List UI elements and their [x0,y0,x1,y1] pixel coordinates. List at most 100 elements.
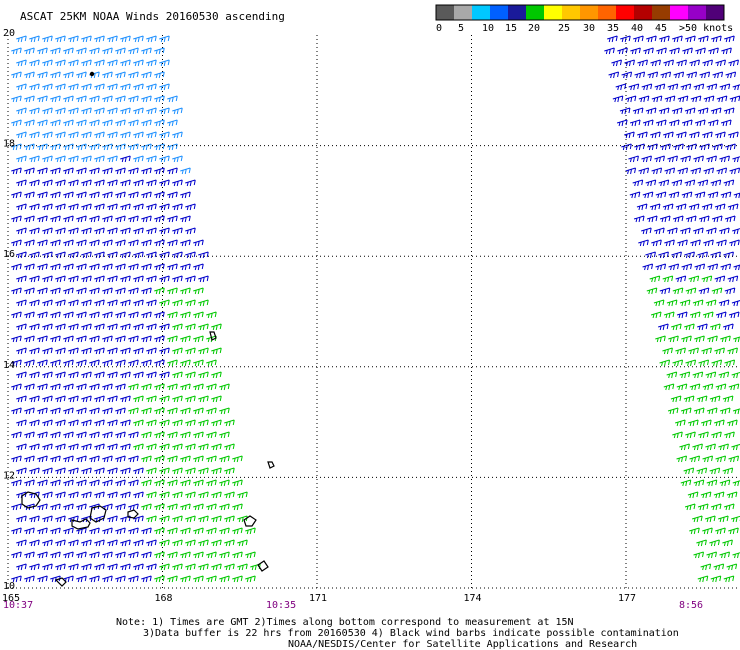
wind-barb [694,263,706,271]
wind-barb [11,167,22,175]
wind-barb [107,563,118,571]
wind-barb [211,323,222,331]
wind-barb [133,155,144,163]
wind-barb [133,251,144,259]
wind-barb [24,263,35,271]
wind-barb [172,371,183,379]
wind-barb [11,287,22,295]
wind-barb [172,107,183,115]
wind-barb [693,551,705,559]
wind-barb [211,371,222,379]
wind-barb [102,575,113,583]
wind-barb [732,84,740,91]
wind-barb [643,47,654,55]
longitude-labels: 165 168 171 174 177 [2,593,636,604]
wind-barb [16,131,27,139]
wind-barb [29,515,40,523]
wind-barb [690,167,702,175]
wind-barb [107,467,118,475]
wind-barb [37,359,48,367]
wind-barb [159,323,170,331]
island-outline [243,515,257,527]
wind-barb [671,179,683,187]
wind-barb [633,35,644,43]
wind-barb [16,107,27,115]
wind-barb [128,71,139,79]
wind-barb [141,263,152,271]
wind-barb [16,467,27,475]
wind-barb [81,539,92,547]
legend-label: >50 knots [679,23,733,34]
wind-barb [659,287,671,295]
wind-barb [81,107,92,115]
wind-barb [16,515,27,523]
wind-barb [632,107,644,115]
wind-barb [11,119,22,127]
wind-barb [94,467,105,475]
wind-barb [167,287,178,295]
wind-barb [675,347,686,355]
wind-barb [63,503,74,511]
wind-barb [731,300,740,307]
wind-barb [245,527,256,535]
wind-barb [102,71,113,79]
wind-barb [11,455,22,463]
wind-barb [11,407,22,415]
wind-barb [690,239,701,247]
wind-barb [642,191,654,199]
wind-barb [651,167,663,175]
wind-barb [198,443,209,451]
wind-barb [710,179,722,187]
wind-barb [706,551,718,559]
wind-barb [672,359,684,367]
island-outline [54,577,67,587]
wind-barb [731,443,740,451]
wind-barb [172,467,183,475]
wind-barb [224,515,235,523]
wind-barb [722,395,734,403]
wind-barb [718,299,730,307]
wind-barb [154,359,165,367]
wind-barb [42,251,53,259]
wind-barb [677,239,688,247]
wind-barb [94,539,105,547]
wind-barb [680,83,692,91]
wind-barb [42,371,53,379]
wind-barb [659,215,671,223]
wind-barb [612,95,624,103]
wind-barb [107,227,118,235]
wind-barb [624,131,635,139]
wind-barb [37,431,48,439]
wind-barb [654,83,666,91]
wind-barb [159,299,170,307]
wind-barb [29,371,40,379]
wind-barb [198,251,209,259]
wind-barb [42,443,53,451]
wind-barb [710,503,722,511]
wind-barb [11,527,22,535]
wind-barb [193,527,204,535]
wind-barb [133,443,144,451]
wind-barb [133,539,144,547]
wind-barb [81,491,92,499]
wind-barb [89,167,100,175]
wind-barb [128,575,139,583]
wind-barb [146,467,157,475]
wind-barb [720,263,732,271]
wind-barb [668,335,679,343]
wind-barb [154,239,165,247]
wind-barb [607,35,618,43]
wind-barb [50,239,61,247]
wind-barb [723,251,734,259]
legend-swatch [472,5,490,20]
wind-barb [193,335,204,343]
wind-barb [663,383,675,391]
wind-barb [211,395,222,403]
wind-barb [146,131,157,139]
wind-barb [677,167,689,175]
wind-barb [206,551,217,559]
wind-barb [649,275,661,283]
wind-barb [650,59,661,67]
wind-barb [180,575,191,583]
wind-barb [107,419,118,427]
